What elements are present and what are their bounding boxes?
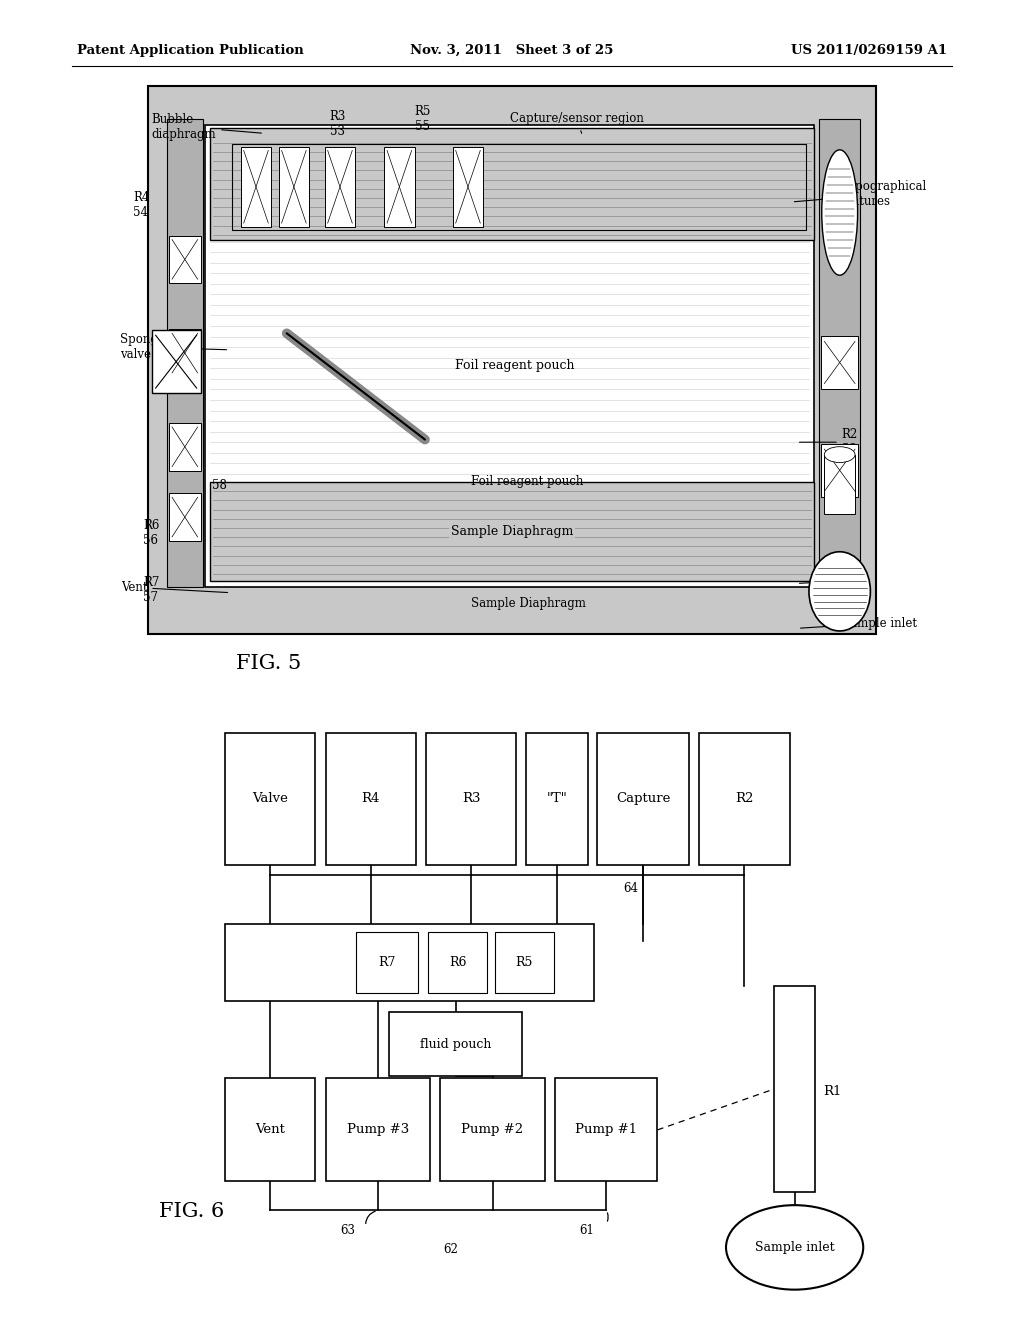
Bar — [819, 119, 860, 587]
Text: R5
55: R5 55 — [415, 104, 431, 133]
Text: Sample Diaphragm: Sample Diaphragm — [451, 525, 573, 537]
Ellipse shape — [821, 149, 857, 276]
Text: Nov. 3, 2011   Sheet 3 of 25: Nov. 3, 2011 Sheet 3 of 25 — [411, 44, 613, 57]
Text: 62: 62 — [443, 1243, 458, 1257]
Text: R1
51: R1 51 — [800, 566, 858, 595]
Bar — [169, 494, 201, 541]
Text: Valve: Valve — [252, 792, 289, 805]
Text: R4: R4 — [361, 792, 380, 805]
Bar — [167, 119, 203, 587]
Bar — [597, 733, 689, 865]
Circle shape — [809, 552, 870, 631]
Bar — [169, 329, 201, 378]
Bar — [210, 128, 814, 240]
Text: Sample Diaphragm: Sample Diaphragm — [471, 597, 586, 610]
Bar — [526, 733, 588, 865]
Bar — [232, 144, 806, 230]
Text: US 2011/0269159 A1: US 2011/0269159 A1 — [792, 44, 947, 57]
Text: R2: R2 — [735, 792, 754, 805]
Bar — [326, 733, 416, 865]
Text: Topographical
features: Topographical features — [795, 180, 927, 209]
Text: Capture: Capture — [615, 792, 671, 805]
Bar — [389, 1012, 522, 1076]
Text: 58: 58 — [212, 479, 227, 492]
Text: Foil reagent pouch: Foil reagent pouch — [471, 475, 584, 488]
Bar — [821, 444, 858, 496]
Bar — [169, 236, 201, 284]
Text: Pump #1: Pump #1 — [575, 1123, 637, 1137]
Bar — [440, 1078, 545, 1181]
Bar — [326, 1078, 430, 1181]
Bar — [426, 733, 516, 865]
Bar — [821, 337, 858, 389]
Text: "T": "T" — [547, 792, 567, 805]
Text: Sample inlet: Sample inlet — [755, 1241, 835, 1254]
Bar — [384, 147, 415, 227]
Text: Patent Application Publication: Patent Application Publication — [77, 44, 303, 57]
Bar — [453, 147, 483, 227]
Bar — [279, 147, 309, 227]
Text: Bubble
diaphragm: Bubble diaphragm — [152, 112, 261, 141]
Text: Sample inlet: Sample inlet — [801, 616, 916, 630]
Text: R5: R5 — [516, 956, 532, 969]
Bar — [210, 482, 814, 581]
Ellipse shape — [726, 1205, 863, 1290]
Bar — [169, 422, 201, 470]
Text: 63: 63 — [341, 1224, 355, 1237]
Text: R7: R7 — [379, 956, 395, 969]
Bar — [325, 147, 355, 227]
Text: R6
56: R6 56 — [143, 519, 160, 548]
Text: FIG. 6: FIG. 6 — [159, 1203, 224, 1221]
Bar — [225, 924, 594, 1001]
Text: 61: 61 — [580, 1224, 594, 1237]
Bar — [774, 986, 815, 1192]
Text: 64: 64 — [624, 882, 639, 895]
Text: R3
53: R3 53 — [330, 110, 346, 139]
Text: R4
54: R4 54 — [133, 190, 150, 219]
Bar — [495, 932, 554, 993]
Text: FIG. 5: FIG. 5 — [236, 655, 301, 673]
Text: R1: R1 — [823, 1085, 842, 1098]
Text: R3: R3 — [462, 792, 480, 805]
Text: R6: R6 — [449, 956, 467, 969]
Text: fluid pouch: fluid pouch — [420, 1038, 492, 1051]
Bar — [428, 932, 487, 993]
Bar — [241, 147, 271, 227]
Ellipse shape — [824, 446, 855, 462]
Bar — [555, 1078, 657, 1181]
Bar — [225, 733, 315, 865]
Bar — [148, 86, 876, 634]
Bar — [152, 330, 201, 393]
Bar — [205, 125, 814, 587]
Text: Sponge
valve: Sponge valve — [120, 333, 226, 362]
Bar — [356, 932, 418, 993]
Text: Vent: Vent — [121, 581, 227, 594]
Bar — [225, 1078, 315, 1181]
Bar — [824, 454, 855, 513]
Text: Foil reagent pouch: Foil reagent pouch — [455, 359, 574, 372]
Text: Vent: Vent — [255, 1123, 286, 1137]
Text: Capture/sensor region: Capture/sensor region — [510, 112, 644, 133]
Text: R7
57: R7 57 — [143, 576, 160, 605]
Text: Pump #3: Pump #3 — [347, 1123, 409, 1137]
Text: R2
52: R2 52 — [800, 428, 858, 457]
Text: Pump #2: Pump #2 — [462, 1123, 523, 1137]
Bar — [699, 733, 790, 865]
